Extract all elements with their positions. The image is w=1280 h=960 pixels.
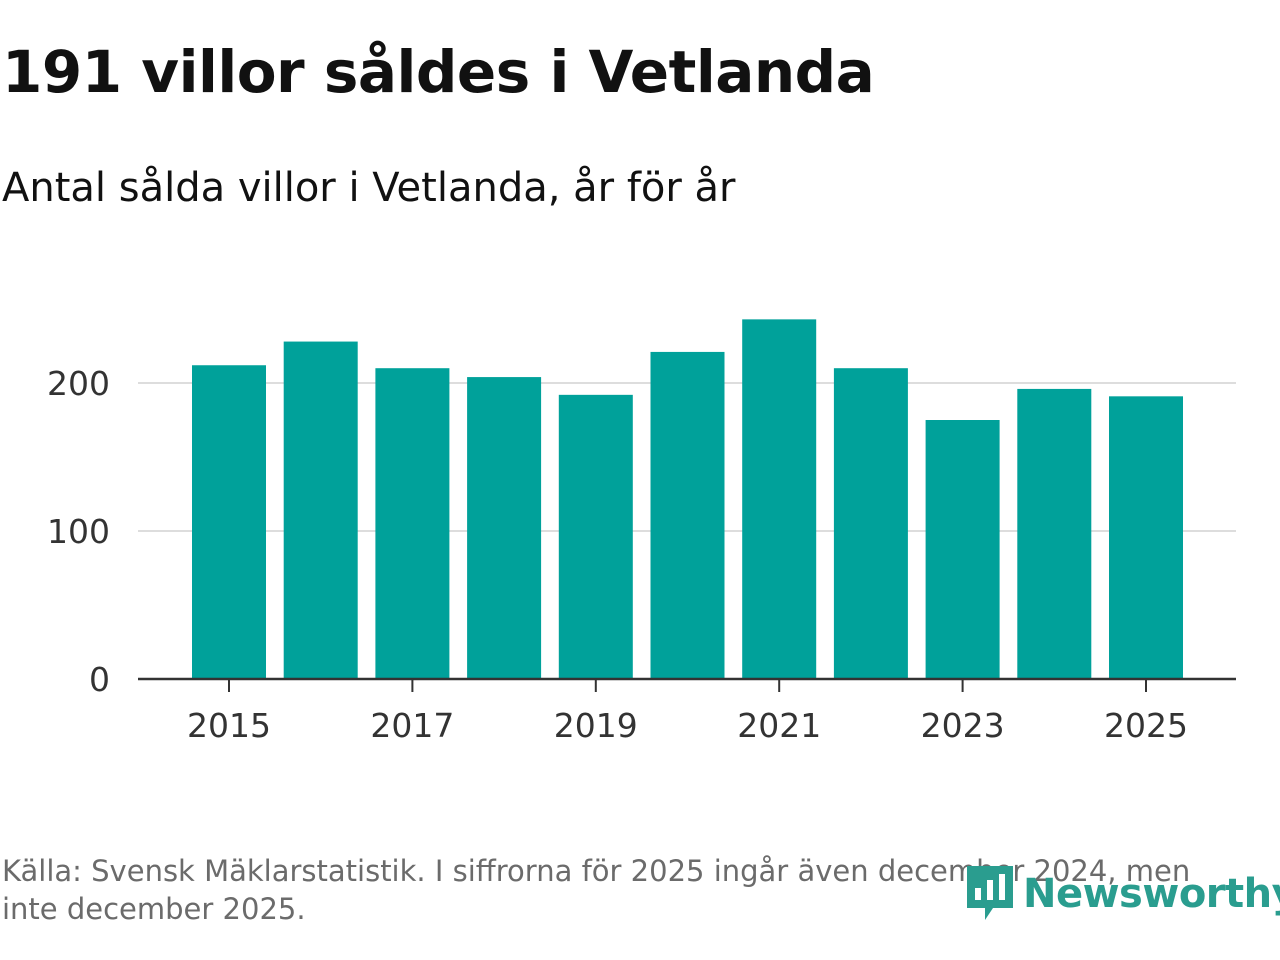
bar-2019	[558, 394, 633, 679]
y-tick-label: 0	[89, 660, 110, 699]
y-tick-label: 100	[47, 512, 110, 551]
newsworthy-logo: Newsworthy	[963, 862, 1280, 926]
x-tick-label: 2023	[921, 706, 1005, 745]
bar-2017	[375, 368, 450, 679]
x-tick-label: 2025	[1104, 706, 1188, 745]
chart-title: 191 villor såldes i Vetlanda	[2, 38, 875, 106]
x-tick-label: 2017	[370, 706, 454, 745]
bar-2025	[1109, 396, 1183, 679]
bar-2016	[283, 341, 358, 679]
x-tick-label: 2015	[187, 706, 271, 745]
bar-2024	[1017, 388, 1092, 679]
bar-chart: 2015 2017 2019 2021 2023 2025 0 100 200	[47, 319, 1236, 745]
bars	[192, 319, 1183, 679]
x-tick-label: 2019	[554, 706, 638, 745]
bar-2020	[650, 351, 725, 679]
x-tick-label: 2021	[737, 706, 821, 745]
y-tick-label: 200	[47, 364, 110, 403]
bar-2018	[467, 377, 542, 679]
y-axis: 0 100 200	[47, 364, 110, 699]
chart-subtitle: Antal sålda villor i Vetlanda, år för år	[2, 165, 736, 211]
bar-2022	[833, 368, 908, 679]
newsworthy-logo-icon	[967, 866, 1013, 920]
bar-2023	[925, 420, 1000, 679]
bar-2021	[742, 319, 817, 679]
brand-name: Newsworthy	[1023, 871, 1280, 917]
x-axis: 2015 2017 2019 2021 2023 2025	[187, 679, 1188, 745]
bar-2015	[192, 365, 266, 679]
